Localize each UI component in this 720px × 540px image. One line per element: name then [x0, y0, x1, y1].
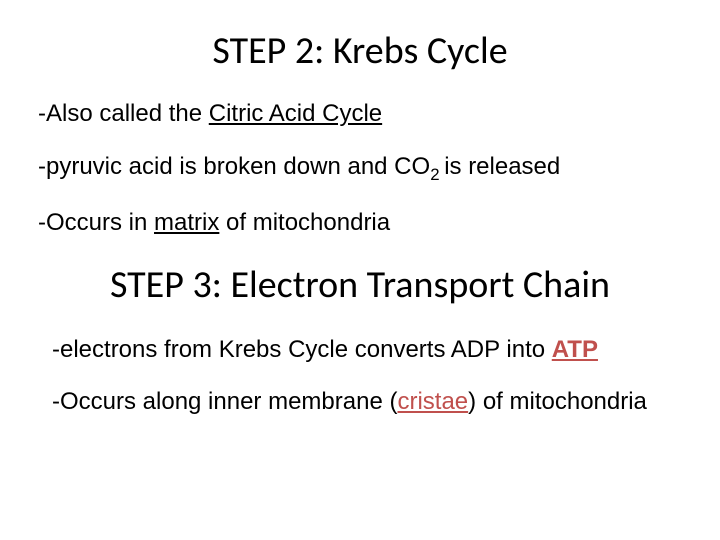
step2-line3-pre: -Occurs in — [38, 209, 154, 236]
step2-line2-pre: -pyruvic acid is broken down and CO — [38, 153, 430, 180]
step2-line2-post: is released — [444, 153, 560, 180]
step3-title: STEP 3: Electron Transport Chain — [38, 262, 682, 308]
step3-line2-accent: cristae — [397, 388, 468, 415]
step3-line2-post: ) of mitochondria — [468, 388, 647, 415]
step2-line1-underlined: Citric Acid Cycle — [209, 100, 382, 127]
slide: STEP 2: Krebs Cycle -Also called the Cit… — [0, 0, 720, 540]
step2-line2-sub: 2 — [430, 165, 444, 184]
step2-line1-pre: -Also called the — [38, 100, 209, 127]
step3-line-1: -electrons from Krebs Cycle converts ADP… — [52, 336, 682, 365]
step3-body: -electrons from Krebs Cycle converts ADP… — [38, 336, 682, 418]
step2-line3-post: of mitochondria — [219, 209, 390, 236]
step2-line-3: -Occurs in matrix of mitochondria — [38, 209, 682, 238]
step3-line1-pre: -electrons from Krebs Cycle converts ADP… — [52, 336, 552, 363]
step3-line2-pre: -Occurs along inner membrane ( — [52, 388, 397, 415]
step2-title: STEP 2: Krebs Cycle — [38, 28, 682, 74]
step2-line3-underlined: matrix — [154, 209, 219, 236]
step3-line-2: -Occurs along inner membrane (cristae) o… — [52, 388, 682, 417]
step3-line1-accent: ATP — [552, 336, 598, 363]
step2-line-2: -pyruvic acid is broken down and CO2 is … — [38, 153, 682, 185]
step2-line-1: -Also called the Citric Acid Cycle — [38, 100, 682, 129]
